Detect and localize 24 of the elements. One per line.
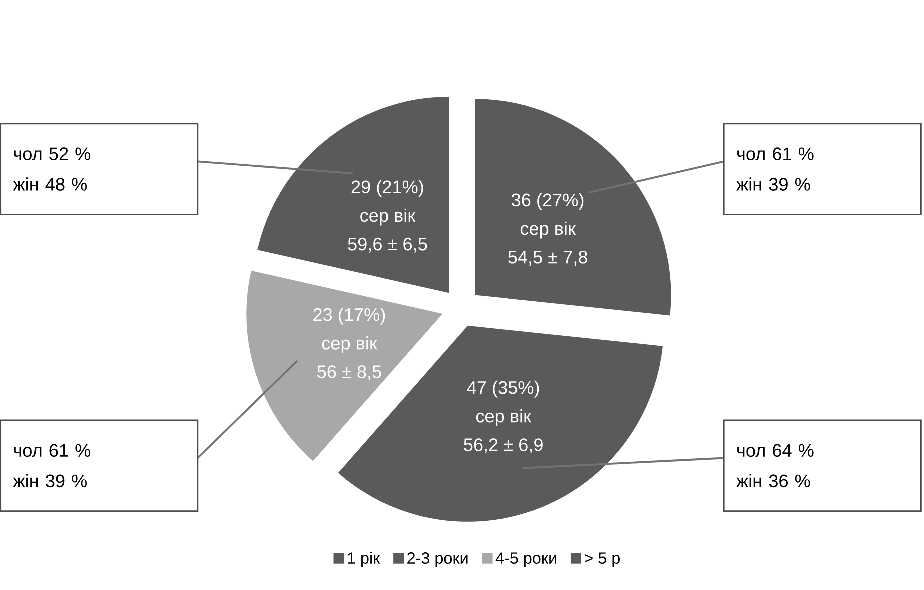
legend-label: > 5 р [584, 552, 620, 568]
text: жін 39 % [736, 178, 810, 191]
text: чол 61 % [738, 148, 814, 160]
data-label: 29 (21%) [352, 180, 424, 197]
data-label: 23 (17%) [314, 308, 386, 325]
text: жін 48 % [13, 178, 87, 191]
legend-label: 4-5 роки [496, 552, 556, 568]
text: жін 39 % [13, 474, 87, 488]
text: сер вік [322, 336, 378, 354]
text: 56,2 ± 6,9 [464, 438, 543, 454]
text: сер вік [476, 409, 532, 426]
text: сер вік [520, 222, 576, 239]
text: чол 52 % [14, 148, 91, 160]
data-label: 47 (35%) [467, 380, 540, 398]
text: жін 36 % [736, 474, 810, 488]
data-label: 36 (27%) [512, 193, 584, 210]
text: 59,6 ± 6,5 [348, 238, 428, 253]
text: сер вік [360, 208, 416, 226]
legend-label: 1 рік [348, 552, 380, 568]
text: чол 61 % [14, 444, 91, 457]
text: 54,5 ± 7,8 [508, 250, 588, 266]
legend-label: 2-3 роки [408, 552, 468, 568]
text: чол 64 % [738, 444, 814, 457]
text: 56 ± 8,5 [318, 365, 382, 380]
